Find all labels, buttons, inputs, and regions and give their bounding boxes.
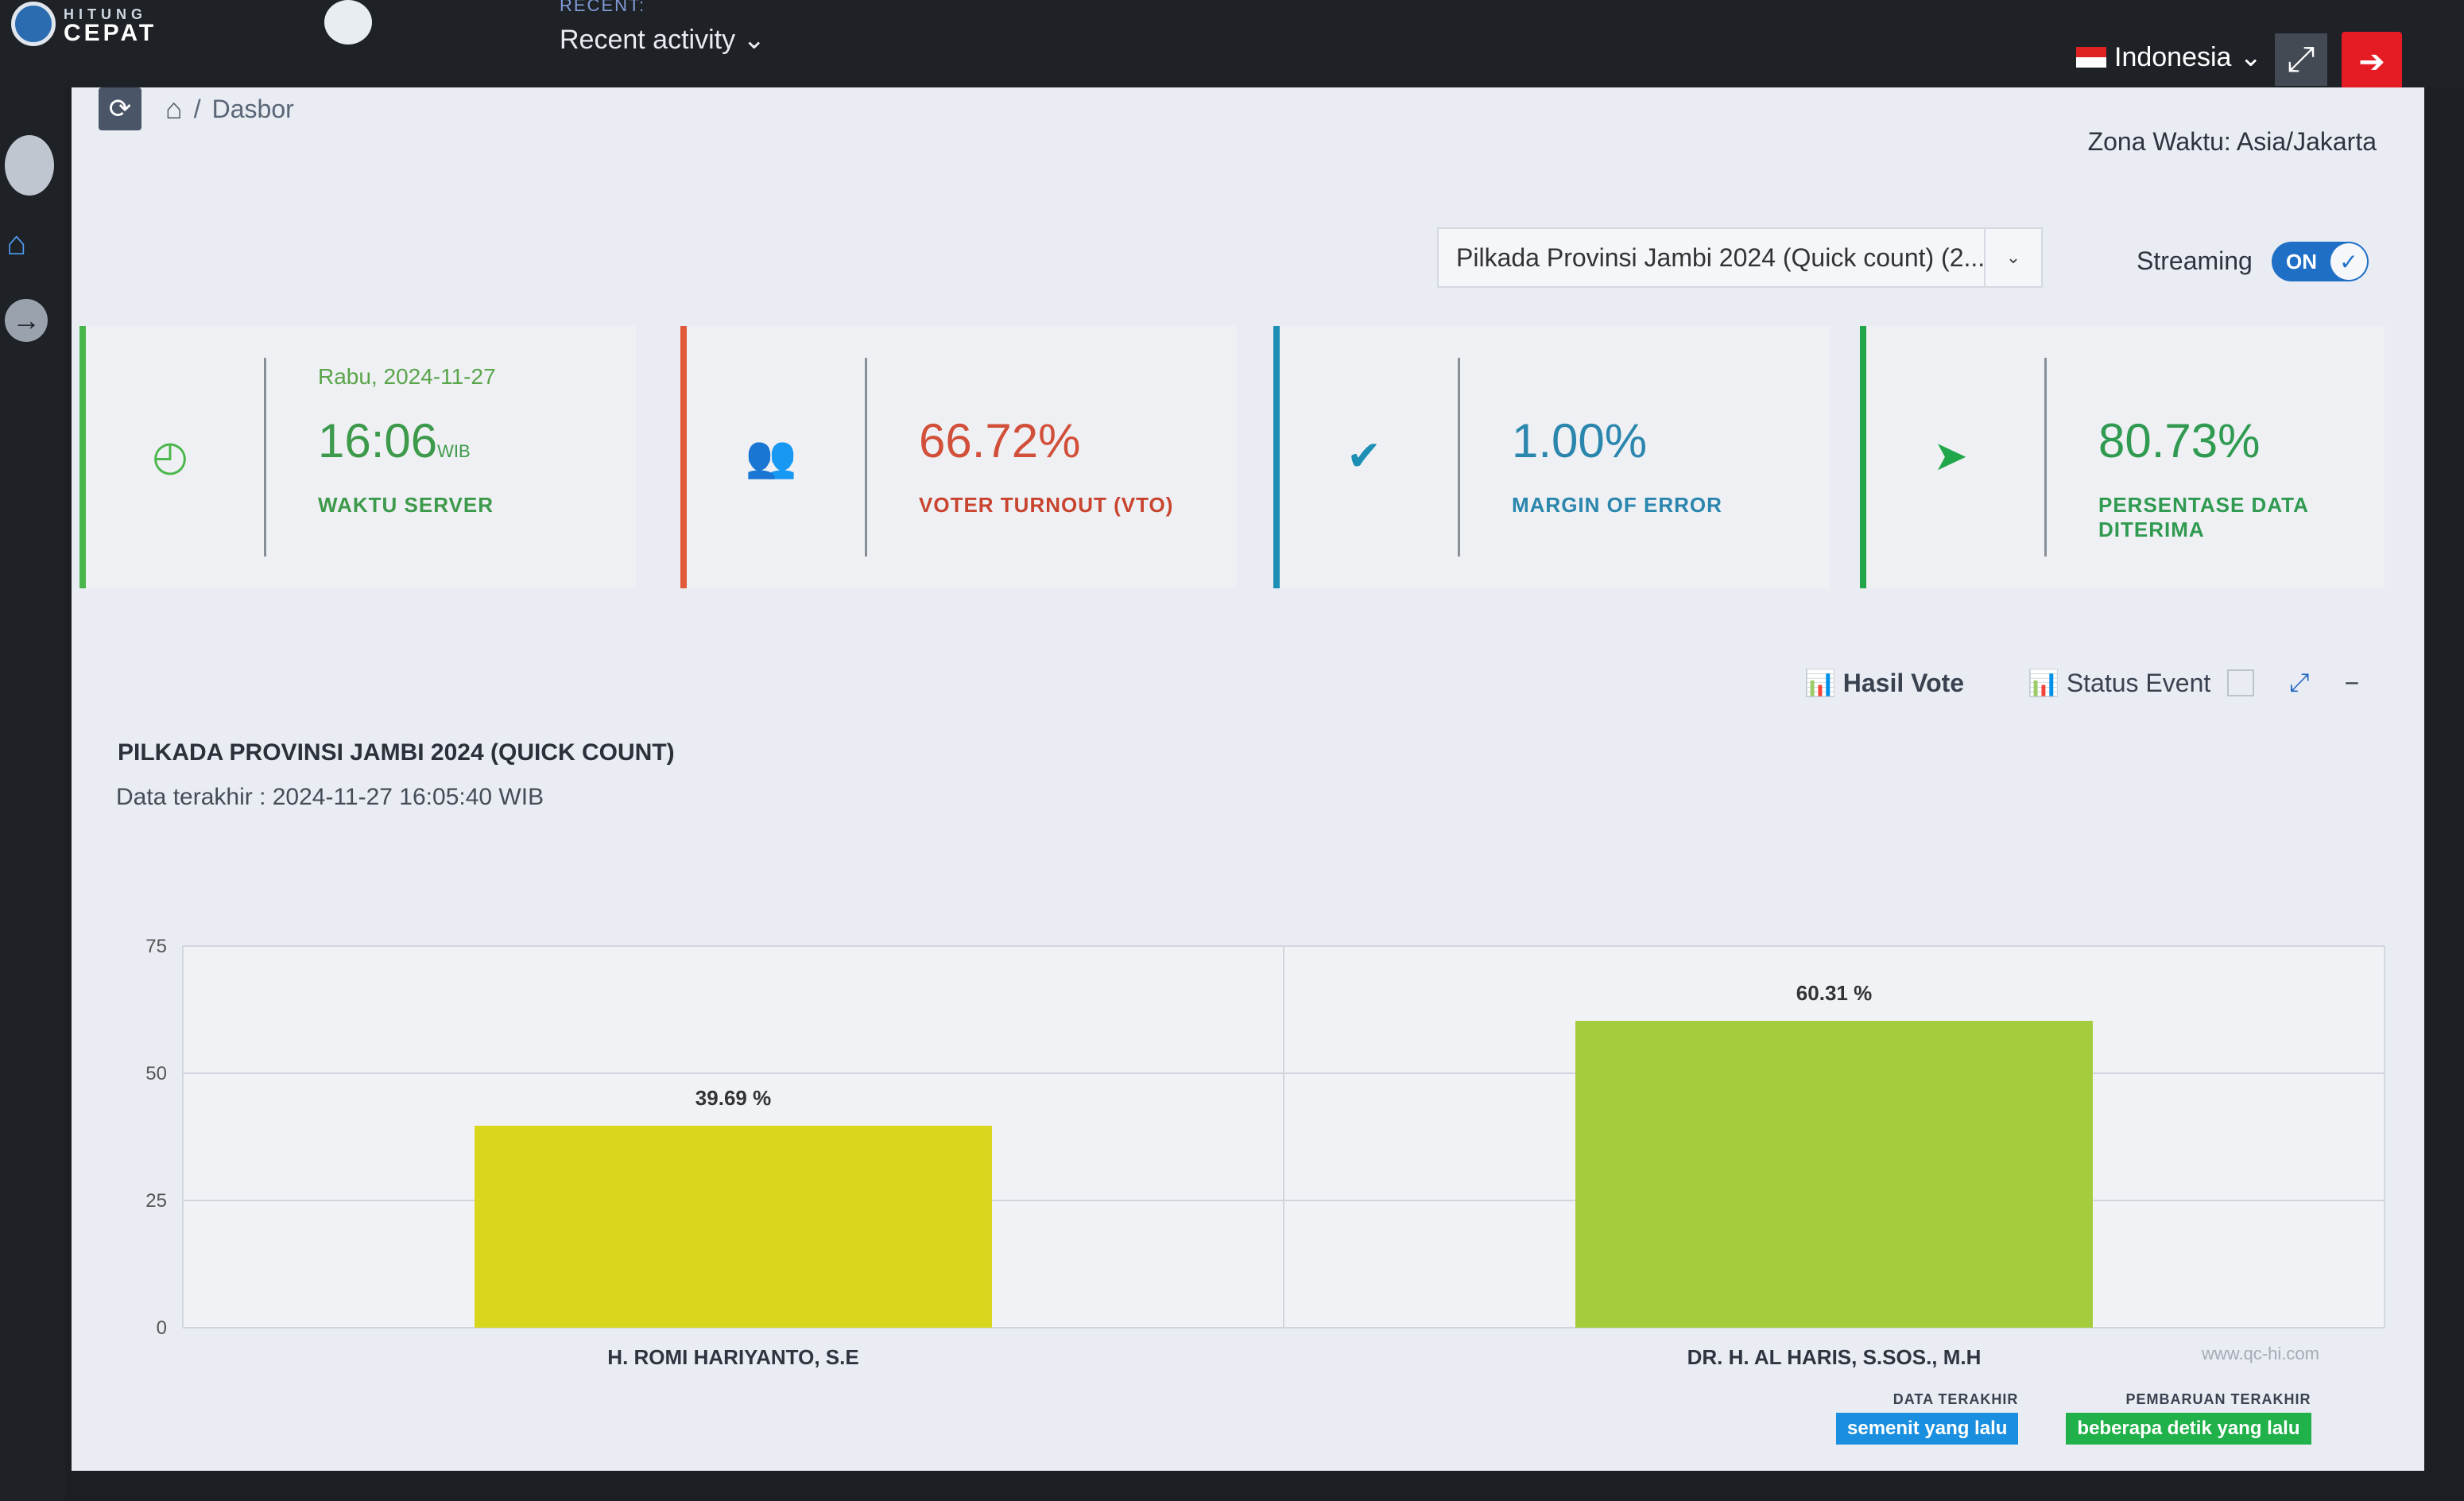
chart-bar [475, 1125, 992, 1328]
home-icon[interactable]: ⌂ [6, 224, 27, 262]
refresh-icon: ⟳ [108, 94, 132, 124]
flag-icon [2076, 47, 2106, 68]
data-last-caption: DATA TERAKHIR [1893, 1391, 2019, 1407]
breadcrumb-current: Dasbor [211, 94, 294, 123]
recent-label: RECENT: [560, 0, 646, 15]
chart-last-updated: Data terakhir : 2024-11-27 16:05:40 WIB [116, 784, 544, 810]
card-accent-bar [1273, 326, 1280, 588]
last-update-badge: beberapa detik yang lalu [2066, 1413, 2311, 1445]
turnout-label: VOTER TURNOUT (VTO) [919, 493, 1174, 517]
server-time-label: WAKTU SERVER [318, 493, 494, 517]
paper-plane-icon: ➤ [1933, 433, 1968, 479]
breadcrumb-separator: / [193, 94, 201, 123]
server-date: Rabu, 2024-11-27 [318, 364, 496, 389]
card-accent-bar [79, 326, 86, 588]
globe-icon[interactable] [324, 0, 372, 45]
y-tick-label: 0 [157, 1317, 167, 1339]
watermark: www.qc-hi.com [2202, 1344, 2319, 1363]
language-label: Indonesia [2114, 41, 2232, 72]
language-dropdown[interactable]: Indonesia ⌄ [2076, 41, 2262, 73]
last-update-status: PEMBARUAN TERAKHIR beberapa detik yang l… [2066, 1391, 2311, 1445]
data-received-value: 80.73% [2098, 414, 2261, 467]
bar-chart-icon: 📊 [1804, 669, 1836, 697]
chevron-down-icon: ⌄ [2239, 42, 2262, 72]
event-select[interactable]: Pilkada Provinsi Jambi 2024 (Quick count… [1437, 227, 2043, 288]
home-icon[interactable]: ⌂ [165, 92, 183, 125]
server-time: 16:06WIB [318, 414, 471, 467]
margin-value: 1.00% [1512, 414, 1648, 467]
y-tick-label: 75 [145, 936, 167, 957]
toggle-state: ON [2286, 249, 2317, 273]
chevron-down-icon[interactable]: ⌄ [1984, 229, 2041, 286]
avatar[interactable] [5, 135, 54, 196]
streaming-toggle[interactable]: ON ✓ [2272, 242, 2369, 281]
expand-icon[interactable]: ⤢ [2289, 668, 2310, 696]
chevron-down-icon: ⌄ [742, 25, 766, 55]
tab-hasil-vote[interactable]: 📊 Hasil Vote [1804, 669, 1965, 697]
arrow-right-icon[interactable]: → [5, 299, 48, 342]
fullscreen-button[interactable]: ⤢ [2275, 33, 2327, 86]
turnout-value: 66.72% [919, 414, 1081, 467]
data-received-label: PERSENTASE DATA DITERIMA [2098, 493, 2308, 541]
bar-chart-icon: 📊 [2028, 669, 2059, 697]
y-tick-label: 25 [145, 1190, 167, 1212]
x-category-label: H. ROMI HARIYANTO, S.E [607, 1345, 858, 1369]
users-icon: 👥 [745, 433, 797, 480]
logo-top-text: HITUNG [64, 6, 147, 22]
panel-tools: ⤢ − [2227, 668, 2359, 698]
tab-status-event[interactable]: 📊 Status Event [2028, 669, 2211, 697]
sign-out-icon: ➔ [2358, 45, 2385, 80]
chart-panel-tabs: 📊 Hasil Vote 📊 Status Event [1804, 668, 2210, 698]
stat-card-margin-of-error: ✔ 1.00% MARGIN OF ERROR [1273, 326, 1830, 588]
main-content: ⟳ ⌂ / Dasbor Zona Waktu: Asia/Jakarta Pi… [72, 87, 2424, 1471]
streaming-label: Streaming [2137, 246, 2253, 275]
chart-title: PILKADA PROVINSI JAMBI 2024 (QUICK COUNT… [118, 739, 675, 766]
check-icon: ✓ [2330, 243, 2367, 280]
bar-value-label: 60.31 % [1796, 981, 1872, 1005]
app-logo[interactable]: HITUNG CEPAT [11, 0, 157, 48]
check-circle-icon: ✔ [1346, 433, 1381, 479]
card-accent-bar [680, 326, 687, 588]
last-update-caption: PEMBARUAN TERAKHIR [2125, 1391, 2311, 1407]
recent-activity-label: Recent activity [560, 25, 736, 55]
left-sidebar: ⌂ → [0, 56, 65, 1501]
data-last-badge: semenit yang lalu [1836, 1413, 2019, 1445]
expand-icon: ⤢ [2287, 40, 2315, 79]
checkbox[interactable] [2227, 669, 2254, 696]
margin-label: MARGIN OF ERROR [1512, 493, 1722, 517]
minimize-icon[interactable]: − [2344, 668, 2360, 697]
stat-card-data-received: ➤ 80.73% PERSENTASE DATA DITERIMA [1860, 326, 2385, 588]
data-last-status: DATA TERAKHIR semenit yang lalu [1836, 1391, 2019, 1445]
top-navbar: HITUNG CEPAT RECENT: Recent activity ⌄ I… [0, 0, 2464, 92]
recent-activity-dropdown[interactable]: Recent activity ⌄ [560, 24, 765, 56]
bar-value-label: 39.69 % [695, 1086, 771, 1110]
clock-icon: ◴ [152, 433, 188, 479]
y-tick-label: 50 [145, 1063, 167, 1084]
card-accent-bar [1860, 326, 1866, 588]
x-category-label: DR. H. AL HARIS, S.SOS., M.H [1687, 1345, 1982, 1369]
status-blocks: DATA TERAKHIR semenit yang lalu PEMBARUA… [1836, 1391, 2311, 1445]
logout-button[interactable]: ➔ [2342, 32, 2402, 92]
stat-card-turnout: 👥 66.72% VOTER TURNOUT (VTO) [680, 326, 1237, 588]
refresh-button[interactable]: ⟳ [99, 87, 141, 130]
chart-bar [1575, 1021, 2093, 1328]
stat-card-server-time: ◴ Rabu, 2024-11-27 16:06WIB WAKTU SERVER [79, 326, 636, 588]
timezone-label: Zona Waktu: Asia/Jakarta [2087, 127, 2377, 156]
logo-bottom-text: CEPAT [64, 20, 157, 46]
breadcrumb: ⌂ / Dasbor [165, 92, 294, 126]
event-select-value: Pilkada Provinsi Jambi 2024 (Quick count… [1456, 242, 1986, 272]
logo-icon [11, 2, 56, 46]
